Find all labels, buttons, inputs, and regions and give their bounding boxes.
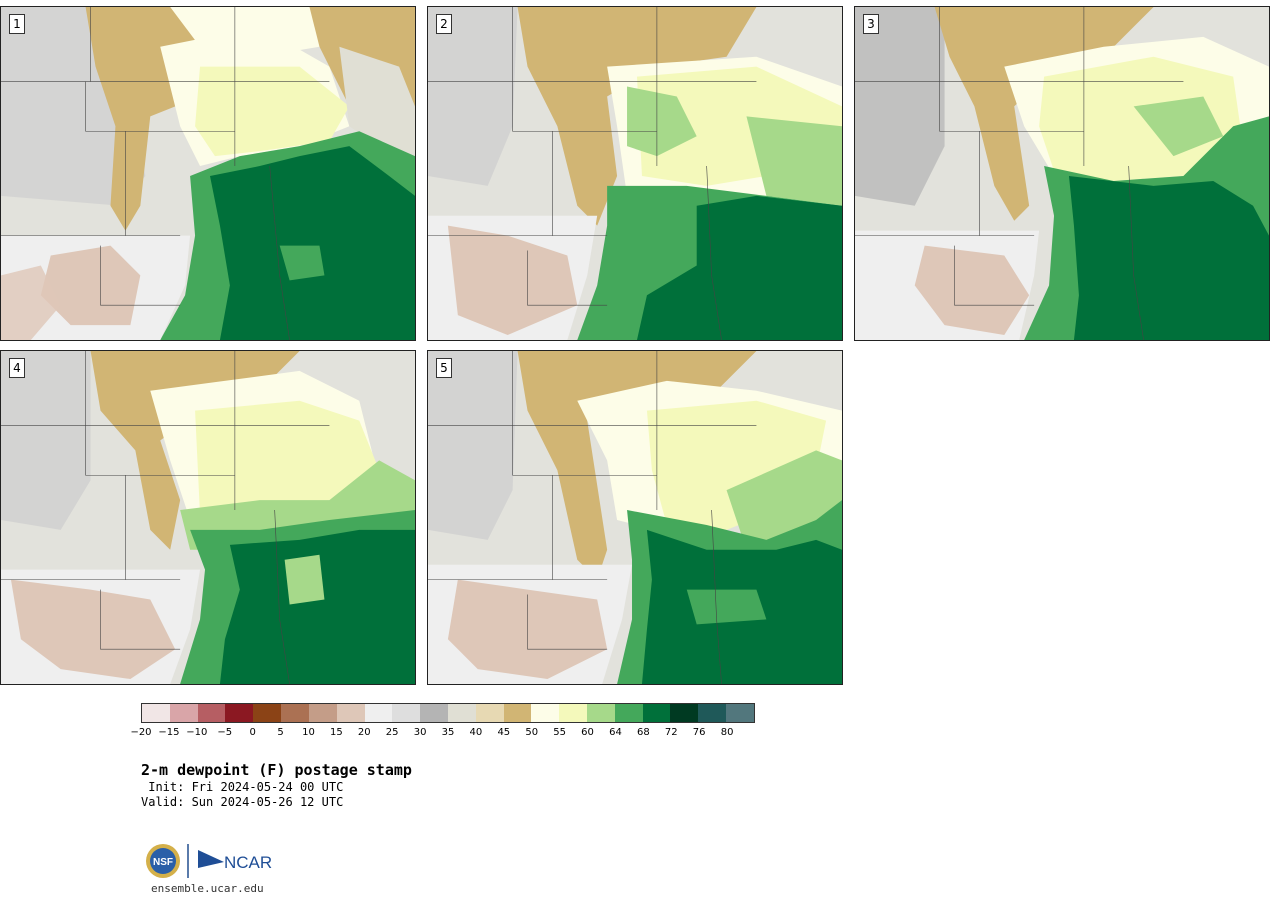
colorbar-tick-label: 25 bbox=[385, 727, 399, 738]
colorbar-swatch bbox=[503, 704, 532, 722]
colorbar-swatch bbox=[670, 704, 699, 722]
colorbar-swatch bbox=[587, 704, 615, 722]
colorbar-tick-labels: −20 −15 −10 −5 0 5 10 15 20 25 30 35 40 45 50 55 60 64 68 7… bbox=[130, 727, 755, 741]
colorbar-swatch bbox=[531, 704, 560, 722]
colorbar-tick-label: 5 bbox=[277, 727, 284, 738]
colorbar-swatch bbox=[698, 704, 727, 722]
colorbar-swatch bbox=[726, 704, 754, 722]
colorbar-swatch bbox=[253, 704, 282, 722]
colorbar-swatch bbox=[392, 704, 421, 722]
colorbar-swatch bbox=[308, 704, 337, 722]
colorbar-tick-label: 20 bbox=[357, 727, 371, 738]
website-link[interactable]: ensemble.ucar.edu bbox=[151, 882, 264, 895]
colorbar-tick-label: 55 bbox=[553, 727, 566, 738]
dewpoint-field-map bbox=[428, 7, 842, 340]
colorbar-tick-label: 35 bbox=[441, 727, 455, 738]
colorbar-swatch bbox=[336, 704, 365, 722]
dewpoint-field-map bbox=[855, 7, 1269, 340]
colorbar-swatch bbox=[169, 704, 198, 722]
colorbar-tick-label: 50 bbox=[525, 727, 539, 738]
ensemble-member-map-1: 1 bbox=[0, 6, 416, 341]
colorbar-swatch bbox=[197, 704, 226, 722]
colorbar-swatch bbox=[559, 704, 587, 722]
member-label: 1 bbox=[9, 14, 25, 34]
ensemble-member-map-2: 2 bbox=[427, 6, 843, 341]
colorbar-tick-label: −20 bbox=[130, 727, 152, 738]
colorbar-tick-label: 60 bbox=[581, 727, 594, 738]
colorbar-tick-label: −10 bbox=[186, 727, 208, 738]
member-label: 3 bbox=[863, 14, 879, 34]
nsf-ncar-logo: NSF NCAR bbox=[146, 844, 272, 878]
colorbar-swatch bbox=[281, 704, 309, 722]
colorbar-tick-label: 10 bbox=[302, 727, 315, 738]
member-label: 4 bbox=[9, 358, 25, 378]
colorbar-tick-label: 45 bbox=[497, 727, 511, 738]
colorbar-tick-label: 76 bbox=[692, 727, 706, 738]
colorbar-swatch bbox=[364, 704, 393, 722]
ensemble-member-map-4: 4 bbox=[0, 350, 416, 685]
colorbar-swatch bbox=[475, 704, 504, 722]
chart-title: 2-m dewpoint (F) postage stamp bbox=[141, 761, 412, 779]
colorbar-tick-label: 15 bbox=[329, 727, 343, 738]
colorbar-swatch bbox=[447, 704, 476, 722]
colorbar-tick-label: 64 bbox=[609, 727, 622, 738]
dewpoint-field-map bbox=[1, 351, 415, 684]
ensemble-member-map-5: 5 bbox=[427, 350, 843, 685]
colorbar-tick-label: 40 bbox=[469, 727, 483, 738]
ncar-logo-text: NCAR bbox=[224, 853, 272, 872]
colorbar-tick-label: −15 bbox=[158, 727, 180, 738]
dewpoint-colorbar bbox=[141, 703, 755, 723]
colorbar-tick-label: 0 bbox=[249, 727, 256, 738]
dewpoint-field-map bbox=[428, 351, 842, 684]
init-time: Init: Fri 2024-05-24 00 UTC bbox=[141, 780, 344, 794]
colorbar-swatch bbox=[225, 704, 254, 722]
colorbar-tick-label: 80 bbox=[720, 727, 734, 738]
member-label: 5 bbox=[436, 358, 452, 378]
dewpoint-field-map bbox=[1, 7, 415, 340]
valid-time: Valid: Sun 2024-05-26 12 UTC bbox=[141, 795, 344, 809]
colorbar-swatch bbox=[420, 704, 448, 722]
colorbar-swatch bbox=[614, 704, 643, 722]
colorbar-tick-label: −5 bbox=[217, 727, 233, 738]
member-label: 2 bbox=[436, 14, 452, 34]
colorbar-tick-label: 72 bbox=[664, 727, 678, 738]
ensemble-member-map-3: 3 bbox=[854, 6, 1270, 341]
colorbar-swatch bbox=[142, 704, 170, 722]
colorbar-tick-label: 30 bbox=[413, 727, 427, 738]
colorbar-swatch bbox=[642, 704, 671, 722]
colorbar-tick-label: 68 bbox=[636, 727, 650, 738]
nsf-logo-text: NSF bbox=[153, 857, 173, 868]
